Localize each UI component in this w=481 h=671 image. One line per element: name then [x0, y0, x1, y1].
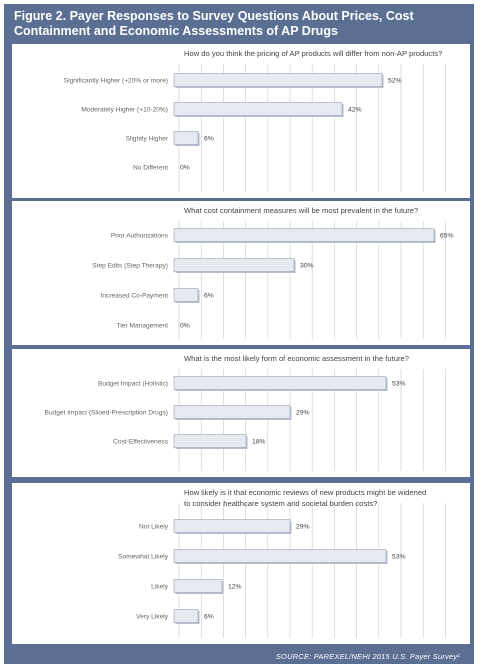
category-label: Slightly Higher — [125, 136, 168, 143]
bar — [173, 579, 223, 593]
bar — [173, 258, 295, 272]
chart-panel-pricing: How do you think the pricing of AP produ… — [12, 44, 470, 198]
category-label: No Different — [133, 165, 168, 172]
value-label: 12% — [228, 584, 242, 591]
bar — [173, 288, 199, 302]
question-title-line: to consider healthcare system and societ… — [184, 499, 377, 508]
category-label: Budget Impact (Siloed-Prescription Drugs… — [44, 410, 168, 417]
chart-pricing: How do you think the pricing of AP produ… — [64, 49, 446, 192]
value-label: 18% — [252, 439, 266, 446]
value-label: 65% — [440, 233, 454, 240]
bar — [173, 519, 291, 533]
value-label: 0% — [180, 323, 190, 330]
value-label: 6% — [204, 293, 214, 300]
bar — [173, 549, 387, 563]
value-label: 6% — [204, 136, 214, 143]
chart-cost-containment: What cost containment measures will be m… — [92, 206, 454, 339]
category-label: Step Edits (Step Therapy) — [92, 263, 168, 270]
value-label: 42% — [348, 107, 362, 114]
value-label: 30% — [300, 263, 314, 270]
value-label: 29% — [296, 410, 310, 417]
bar — [173, 131, 199, 145]
value-label: 52% — [388, 78, 402, 85]
bar — [173, 434, 247, 448]
category-label: Budget Impact (Holistic) — [98, 381, 168, 388]
value-label: 6% — [204, 614, 214, 621]
figure-title: Figure 2. Payer Responses to Survey Ques… — [14, 9, 414, 38]
category-label: Likely — [151, 584, 169, 591]
figure-frame: Figure 2. Payer Responses to Survey Ques… — [4, 4, 474, 664]
category-label: Increased Co-Payment — [101, 293, 169, 300]
chart-economic-assessment: What is the most likely form of economic… — [44, 354, 446, 471]
value-label: 53% — [392, 554, 406, 561]
category-label: Very Likely — [136, 614, 169, 621]
chart-panel-cost-containment: What cost containment measures will be m… — [12, 201, 470, 345]
value-label: 29% — [296, 524, 310, 531]
category-label: Prior Authorizations — [111, 233, 169, 240]
bar — [173, 73, 383, 87]
category-label: Moderately Higher (+10-20%) — [81, 107, 168, 114]
value-label: 53% — [392, 381, 406, 388]
bar — [173, 228, 435, 242]
bar — [173, 102, 343, 116]
bar — [173, 376, 387, 390]
value-label: 0% — [180, 165, 190, 172]
category-label: Tier Management — [117, 323, 169, 330]
chart-panel-economic-reviews: How likely is it that economic reviews o… — [12, 483, 470, 644]
category-label: Not Likely — [139, 524, 169, 531]
bar — [173, 405, 291, 419]
source-note: SOURCE: PAREXEL/NEHI 2015 U.S. Payer Sur… — [275, 652, 460, 661]
question-title-line: How likely is it that economic reviews o… — [184, 488, 426, 497]
category-label: Somewhat Likely — [118, 554, 169, 561]
question-title: What cost containment measures will be m… — [184, 206, 418, 215]
bar — [173, 609, 199, 623]
question-title: How do you think the pricing of AP produ… — [184, 49, 442, 58]
question-title: What is the most likely form of economic… — [184, 354, 409, 363]
category-label: Cost-Effectiveness — [113, 439, 169, 446]
chart-panel-economic-assessment: What is the most likely form of economic… — [12, 349, 470, 477]
category-label: Significantly Higher (+20% or more) — [64, 78, 168, 85]
chart-economic-reviews: How likely is it that economic reviews o… — [118, 488, 446, 638]
